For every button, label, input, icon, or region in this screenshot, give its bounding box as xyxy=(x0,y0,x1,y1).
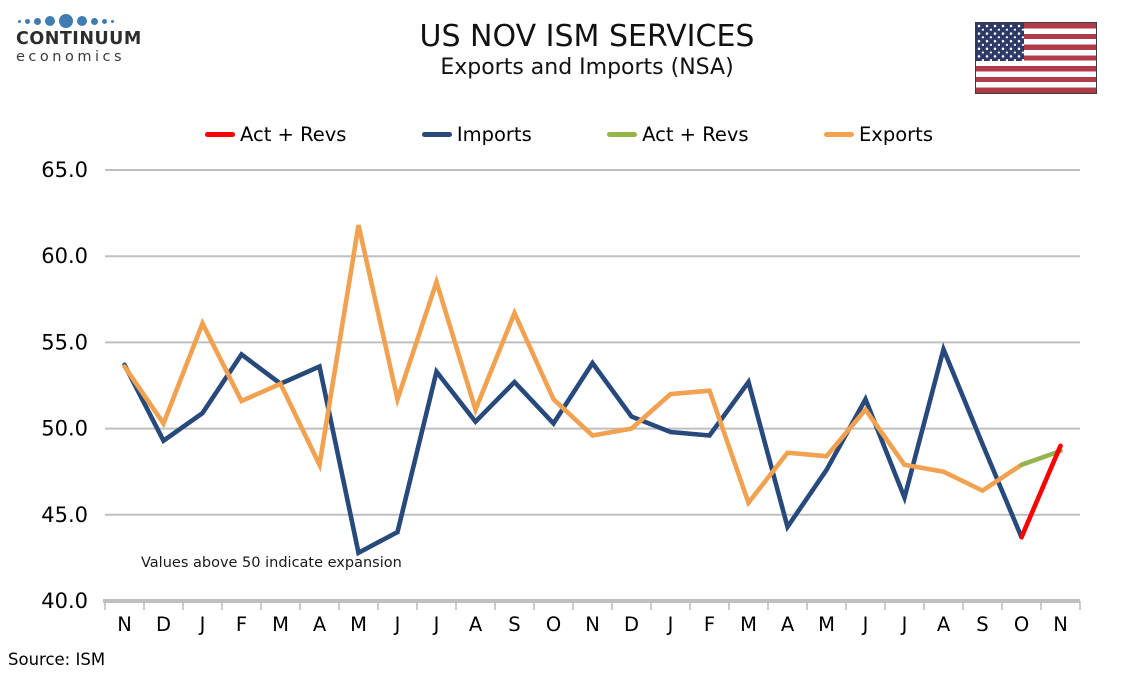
x-axis-label: J xyxy=(432,613,440,636)
y-axis-label: 45.0 xyxy=(41,503,88,527)
x-axis-label: A xyxy=(313,613,327,636)
x-axis-label: J xyxy=(861,613,869,636)
x-axis-label: M xyxy=(272,613,289,636)
legend-label: Act + Revs xyxy=(240,123,347,146)
series-act-revs-exports xyxy=(1019,448,1063,468)
x-axis-label: M xyxy=(740,613,757,636)
title-block: US NOV ISM SERVICES Exports and Imports … xyxy=(40,19,1134,81)
chart-subtitle: Exports and Imports (NSA) xyxy=(440,54,734,80)
x-axis-label: D xyxy=(624,613,639,636)
x-axis-label: M xyxy=(818,613,835,636)
source-note: Source: ISM xyxy=(8,650,106,669)
legend-swatch-orange xyxy=(823,131,854,138)
y-axis-label: 55.0 xyxy=(41,330,88,354)
series-imports xyxy=(122,342,1024,557)
legend-label: Exports xyxy=(858,123,933,146)
chart-legend: Act + Revs Imports Act + Revs Exports xyxy=(205,123,933,146)
series-exports xyxy=(122,224,1024,508)
x-axis-label: F xyxy=(704,613,715,636)
x-axis-label: A xyxy=(937,613,951,636)
x-axis-label: J xyxy=(666,613,674,636)
chart-annotation: Values above 50 indicate expansion xyxy=(141,555,402,571)
legend-item-act-revs-imports: Act + Revs xyxy=(205,123,346,146)
x-axis-label: A xyxy=(469,613,483,636)
legend-swatch-navy xyxy=(421,131,452,138)
x-axis-label: D xyxy=(156,613,171,636)
legend-swatch-green xyxy=(607,131,638,138)
chart-title: US NOV ISM SERVICES xyxy=(419,19,755,54)
legend-item-exports: Exports xyxy=(823,123,933,146)
x-axis-label: S xyxy=(508,613,520,636)
x-axis-label: J xyxy=(198,613,206,636)
x-axis-label: M xyxy=(350,613,367,636)
y-axis-label: 40.0 xyxy=(41,589,88,613)
x-axis-label: N xyxy=(1053,613,1068,636)
legend-swatch-red xyxy=(205,131,235,138)
y-axis-label: 65.0 xyxy=(41,158,88,182)
us-flag-canton xyxy=(976,23,1024,61)
x-axis-label: O xyxy=(546,613,561,636)
series-act-revs-imports xyxy=(1019,443,1063,540)
x-axis-label: J xyxy=(900,613,908,636)
legend-label: Imports xyxy=(456,123,532,146)
logo-dots-icon xyxy=(18,12,146,30)
x-axis-label: N xyxy=(585,613,600,636)
x-axis-label: O xyxy=(1014,613,1029,636)
legend-label: Act + Revs xyxy=(642,123,749,146)
logo-subname: economics xyxy=(16,49,126,66)
x-axis-label: F xyxy=(236,613,247,636)
y-axis-label: 50.0 xyxy=(41,417,88,441)
us-flag-icon xyxy=(975,22,1097,94)
x-axis-label: A xyxy=(781,613,795,636)
x-axis-label: N xyxy=(117,613,132,636)
legend-item-imports: Imports xyxy=(421,123,532,146)
continuum-economics-logo: CONTINUUM economics xyxy=(16,12,146,66)
y-axis-label: 60.0 xyxy=(41,244,88,268)
legend-item-act-revs-exports: Act + Revs xyxy=(607,123,749,146)
x-axis-label: J xyxy=(393,613,401,636)
logo-name: CONTINUUM xyxy=(16,29,142,49)
x-axis-label: S xyxy=(976,613,988,636)
